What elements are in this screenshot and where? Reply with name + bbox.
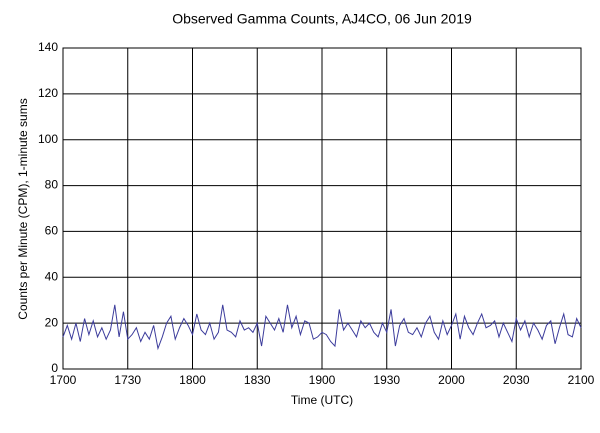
- x-tick-label: 1800: [179, 373, 206, 387]
- data-line: [62, 304, 582, 351]
- y-tick-label: 140: [38, 40, 58, 54]
- x-axis-label: Time (UTC): [291, 393, 353, 407]
- y-tick-label: 0: [51, 361, 58, 375]
- x-tick-label: 2000: [438, 373, 465, 387]
- y-tick-label: 100: [38, 132, 58, 146]
- x-tick-label: 1830: [244, 373, 271, 387]
- y-tick-label: 120: [38, 86, 58, 100]
- x-tick-label: 2100: [568, 373, 595, 387]
- y-tick-label: 40: [45, 269, 59, 283]
- x-tick-label: 2030: [503, 373, 530, 387]
- y-tick-label: 60: [45, 224, 59, 238]
- x-tick-label: 1730: [114, 373, 141, 387]
- x-tick-label: 1900: [309, 373, 336, 387]
- y-tick-label: 80: [45, 178, 59, 192]
- chart-title: Observed Gamma Counts, AJ4CO, 06 Jun 201…: [172, 11, 472, 27]
- x-tick-label: 1930: [373, 373, 400, 387]
- y-axis-label: Counts per Minute (CPM), 1-minute sums: [16, 98, 30, 319]
- x-tick-label: 1700: [50, 373, 77, 387]
- y-tick-label: 20: [45, 315, 59, 329]
